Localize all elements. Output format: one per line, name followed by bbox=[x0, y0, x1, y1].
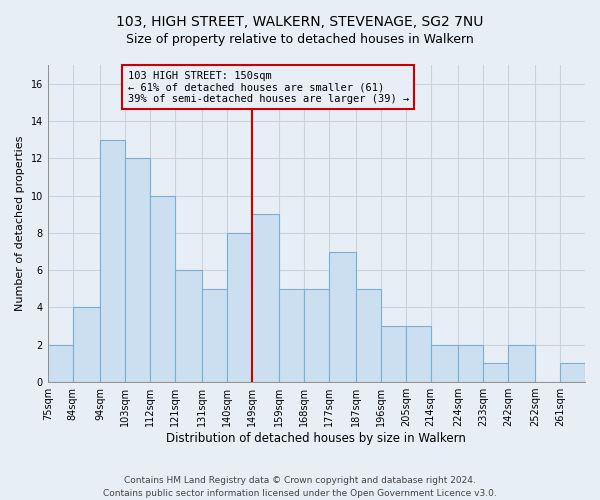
Bar bbox=[304, 289, 329, 382]
Bar bbox=[329, 252, 356, 382]
Bar bbox=[125, 158, 150, 382]
Text: 103, HIGH STREET, WALKERN, STEVENAGE, SG2 7NU: 103, HIGH STREET, WALKERN, STEVENAGE, SG… bbox=[116, 15, 484, 29]
Bar bbox=[73, 308, 100, 382]
Bar bbox=[381, 326, 406, 382]
Bar bbox=[48, 345, 73, 382]
Bar bbox=[100, 140, 125, 382]
Y-axis label: Number of detached properties: Number of detached properties bbox=[15, 136, 25, 311]
Text: Contains HM Land Registry data © Crown copyright and database right 2024.
Contai: Contains HM Land Registry data © Crown c… bbox=[103, 476, 497, 498]
Bar bbox=[251, 214, 279, 382]
Bar bbox=[227, 233, 251, 382]
Bar bbox=[175, 270, 202, 382]
Bar bbox=[406, 326, 431, 382]
Text: 103 HIGH STREET: 150sqm
← 61% of detached houses are smaller (61)
39% of semi-de: 103 HIGH STREET: 150sqm ← 61% of detache… bbox=[128, 70, 409, 104]
Bar bbox=[508, 345, 535, 382]
Bar bbox=[483, 364, 508, 382]
Text: Size of property relative to detached houses in Walkern: Size of property relative to detached ho… bbox=[126, 32, 474, 46]
Bar bbox=[202, 289, 227, 382]
Bar bbox=[279, 289, 304, 382]
Bar bbox=[356, 289, 381, 382]
Bar bbox=[458, 345, 483, 382]
Bar bbox=[431, 345, 458, 382]
Bar bbox=[560, 364, 585, 382]
X-axis label: Distribution of detached houses by size in Walkern: Distribution of detached houses by size … bbox=[166, 432, 466, 445]
Bar bbox=[150, 196, 175, 382]
